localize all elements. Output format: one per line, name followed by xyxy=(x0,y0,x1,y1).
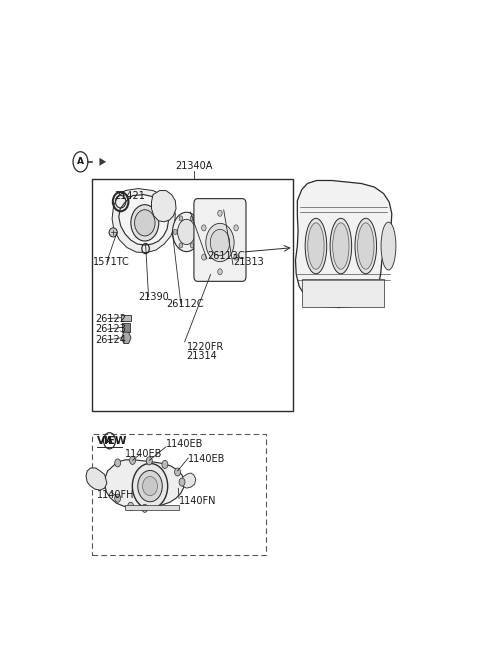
Bar xyxy=(302,279,384,307)
Text: 21421: 21421 xyxy=(114,191,145,200)
Circle shape xyxy=(179,478,185,486)
Polygon shape xyxy=(119,195,168,245)
Bar xyxy=(125,505,179,510)
Text: 21314: 21314 xyxy=(186,351,217,361)
Ellipse shape xyxy=(132,464,168,509)
Ellipse shape xyxy=(330,218,352,274)
Circle shape xyxy=(202,254,206,260)
Circle shape xyxy=(234,225,238,231)
Ellipse shape xyxy=(308,223,324,269)
Circle shape xyxy=(196,229,200,234)
Text: 21390: 21390 xyxy=(138,292,169,302)
Circle shape xyxy=(115,459,120,467)
Circle shape xyxy=(206,223,234,262)
Text: A: A xyxy=(106,436,113,445)
Text: 21340A: 21340A xyxy=(175,161,213,172)
Polygon shape xyxy=(152,191,176,222)
Text: VIEW: VIEW xyxy=(97,436,128,445)
Bar xyxy=(122,323,130,332)
Text: 1140EB: 1140EB xyxy=(125,449,162,459)
Polygon shape xyxy=(296,181,392,308)
Text: 26112C: 26112C xyxy=(166,299,204,309)
Bar xyxy=(121,314,132,321)
Ellipse shape xyxy=(178,219,195,244)
Ellipse shape xyxy=(138,470,162,502)
Ellipse shape xyxy=(305,218,327,274)
Text: A: A xyxy=(77,157,84,166)
Circle shape xyxy=(179,216,183,221)
Text: 1571TC: 1571TC xyxy=(93,257,130,267)
Text: 1140EB: 1140EB xyxy=(188,455,226,464)
Circle shape xyxy=(146,457,152,465)
Text: 1220FR: 1220FR xyxy=(186,342,224,352)
Circle shape xyxy=(173,229,177,234)
Text: 1140FN: 1140FN xyxy=(179,496,216,506)
Ellipse shape xyxy=(172,212,201,252)
Ellipse shape xyxy=(131,204,159,241)
Circle shape xyxy=(190,216,194,221)
Circle shape xyxy=(234,254,238,260)
Circle shape xyxy=(175,468,180,476)
Circle shape xyxy=(190,243,194,248)
Circle shape xyxy=(179,243,183,248)
Circle shape xyxy=(218,269,222,275)
Circle shape xyxy=(202,225,206,231)
Ellipse shape xyxy=(358,223,374,269)
Circle shape xyxy=(218,210,222,216)
Polygon shape xyxy=(181,473,196,488)
Text: 1140EB: 1140EB xyxy=(166,440,204,449)
FancyArrow shape xyxy=(89,158,106,166)
Text: 26122: 26122 xyxy=(96,314,126,324)
Text: 21313: 21313 xyxy=(233,257,264,267)
Circle shape xyxy=(162,460,168,468)
Circle shape xyxy=(128,502,133,510)
Polygon shape xyxy=(86,468,107,490)
Circle shape xyxy=(142,504,148,512)
Ellipse shape xyxy=(355,218,377,274)
Circle shape xyxy=(115,494,120,502)
Text: 26124: 26124 xyxy=(96,335,126,345)
FancyBboxPatch shape xyxy=(194,198,246,282)
Text: 26123: 26123 xyxy=(96,324,126,334)
Ellipse shape xyxy=(381,222,396,270)
Ellipse shape xyxy=(143,477,157,496)
Polygon shape xyxy=(112,189,175,253)
Circle shape xyxy=(210,229,229,255)
Text: 1140FH: 1140FH xyxy=(96,490,134,500)
Polygon shape xyxy=(105,460,185,508)
Circle shape xyxy=(130,457,135,464)
Ellipse shape xyxy=(134,210,155,236)
Ellipse shape xyxy=(333,223,349,269)
Text: 26113C: 26113C xyxy=(207,251,244,261)
Ellipse shape xyxy=(109,228,117,237)
